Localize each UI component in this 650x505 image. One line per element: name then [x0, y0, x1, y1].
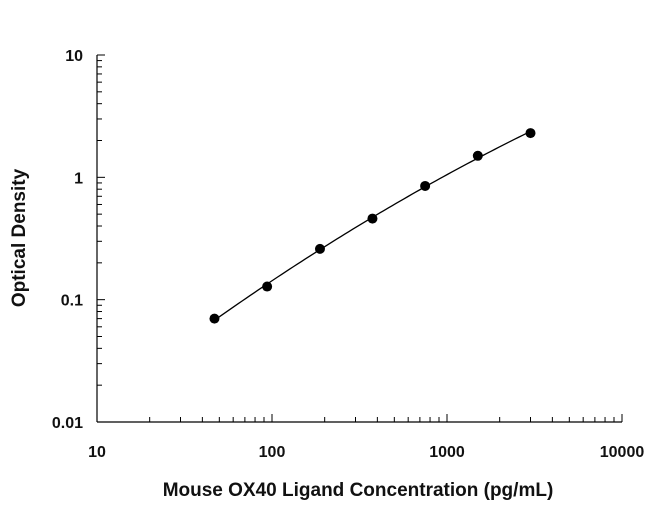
- y-tick-label: 10: [65, 48, 83, 65]
- tick-labels: 10 100 1000 10000 0.01 0.1 1 10: [52, 48, 644, 461]
- fit-curve-line: [214, 130, 531, 321]
- y-tick-label: 0.1: [61, 293, 83, 310]
- data-point: [262, 281, 273, 292]
- axes: [96, 54, 623, 423]
- data-point: [209, 313, 220, 324]
- x-tick-label: 10: [88, 444, 106, 461]
- y-tick-label: 0.01: [52, 415, 83, 432]
- x-axis-title: Mouse OX40 Ligand Concentration (pg/mL): [163, 480, 554, 501]
- x-tick-label: 1000: [429, 444, 465, 461]
- data-points: [209, 128, 536, 324]
- data-point: [367, 213, 378, 224]
- fit-curve-layer: [214, 130, 531, 321]
- data-point: [525, 128, 536, 139]
- y-axis-title: Optical Density: [9, 168, 30, 307]
- x-tick-label: 10000: [600, 444, 645, 461]
- y-tick-label: 1: [74, 170, 83, 187]
- x-tick-label: 100: [259, 444, 286, 461]
- data-point: [314, 243, 325, 254]
- data-point: [472, 150, 483, 161]
- data-point: [420, 180, 431, 191]
